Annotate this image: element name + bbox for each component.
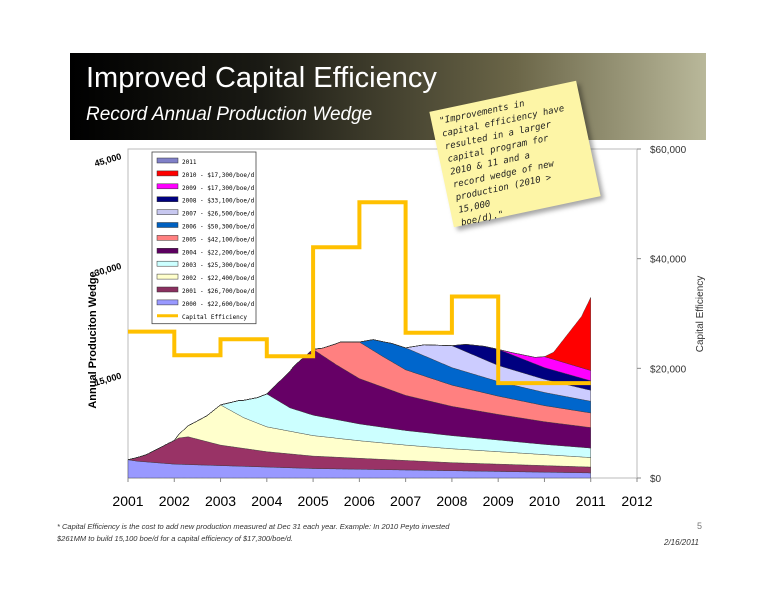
legend-swatch xyxy=(156,183,179,190)
x-tick-label: 2009 xyxy=(483,493,514,509)
legend-label: 2002 - $22,400/boe/d xyxy=(182,275,255,282)
legend-label: 2001 - $26,700/boe/d xyxy=(182,288,255,295)
legend-label: Capital Efficiency xyxy=(182,314,247,321)
footnote: * Capital Efficiency is the cost to add … xyxy=(57,521,517,545)
y2-tick-label: $60,000 xyxy=(650,145,687,156)
x-tick-label: 2001 xyxy=(112,493,143,509)
legend-label: 2005 - $42,100/boe/d xyxy=(182,236,255,243)
slide-title: Improved Capital Efficiency xyxy=(86,62,437,94)
legend-label: 2010 - $17,300/boe/d xyxy=(182,172,255,179)
legend-label: 2004 - $22,200/boe/d xyxy=(182,249,255,256)
capital-efficiency-line xyxy=(128,200,591,386)
legend-label: 2000 - $22,600/boe/d xyxy=(182,301,255,308)
y2-axis-label: Capital Efficiency xyxy=(695,276,706,353)
legend-swatch xyxy=(156,222,179,228)
x-tick-label: 2012 xyxy=(621,493,652,509)
slide-date: 2/16/2011 xyxy=(664,538,699,547)
legend-label: 2007 - $26,500/boe/d xyxy=(182,211,255,218)
legend-swatch xyxy=(156,248,179,254)
x-tick-label: 2002 xyxy=(159,493,190,509)
footnote-line: * Capital Efficiency is the cost to add … xyxy=(57,522,450,531)
y-axis-label: Annual Produciton Wedge xyxy=(87,271,99,408)
legend-label: 2011 xyxy=(182,159,197,166)
legend-swatch xyxy=(156,286,179,293)
legend-swatch xyxy=(156,196,179,202)
legend-swatch xyxy=(156,170,179,177)
footnote-line: $261MM to build 15,100 boe/d for a capit… xyxy=(57,534,293,543)
page-number: 5 xyxy=(697,521,703,531)
y2-tick-label: $40,000 xyxy=(650,255,687,266)
title-banner xyxy=(70,53,706,140)
legend-swatch xyxy=(156,235,179,241)
x-tick-label: 2011 xyxy=(576,493,606,509)
x-tick-label: 2008 xyxy=(436,493,467,509)
y2-tick-label: $0 xyxy=(650,474,662,485)
x-tick-label: 2006 xyxy=(344,493,375,509)
y-tick-label: 45,000 xyxy=(93,151,122,168)
legend-label: 2009 - $17,300/boe/d xyxy=(182,185,255,192)
x-tick-label: 2010 xyxy=(529,493,560,509)
legend-label: 2003 - $25,300/boe/d xyxy=(182,262,255,269)
legend-swatch xyxy=(156,273,179,280)
legend-swatch xyxy=(156,209,179,215)
legend-swatch xyxy=(156,299,179,306)
x-tick-label: 2004 xyxy=(251,493,282,509)
x-tick-label: 2003 xyxy=(205,493,236,509)
y2-tick-label: $20,000 xyxy=(650,364,687,375)
legend-swatch xyxy=(156,260,179,267)
legend-swatch xyxy=(156,157,179,164)
series-area xyxy=(127,297,591,460)
slide-subtitle: Record Annual Production Wedge xyxy=(86,104,373,125)
legend-label: 2006 - $50,300/boe/d xyxy=(182,224,255,231)
x-tick-label: 2007 xyxy=(390,493,421,509)
legend-label: 2008 - $33,100/boe/d xyxy=(182,198,255,205)
x-tick-label: 2005 xyxy=(298,493,329,509)
